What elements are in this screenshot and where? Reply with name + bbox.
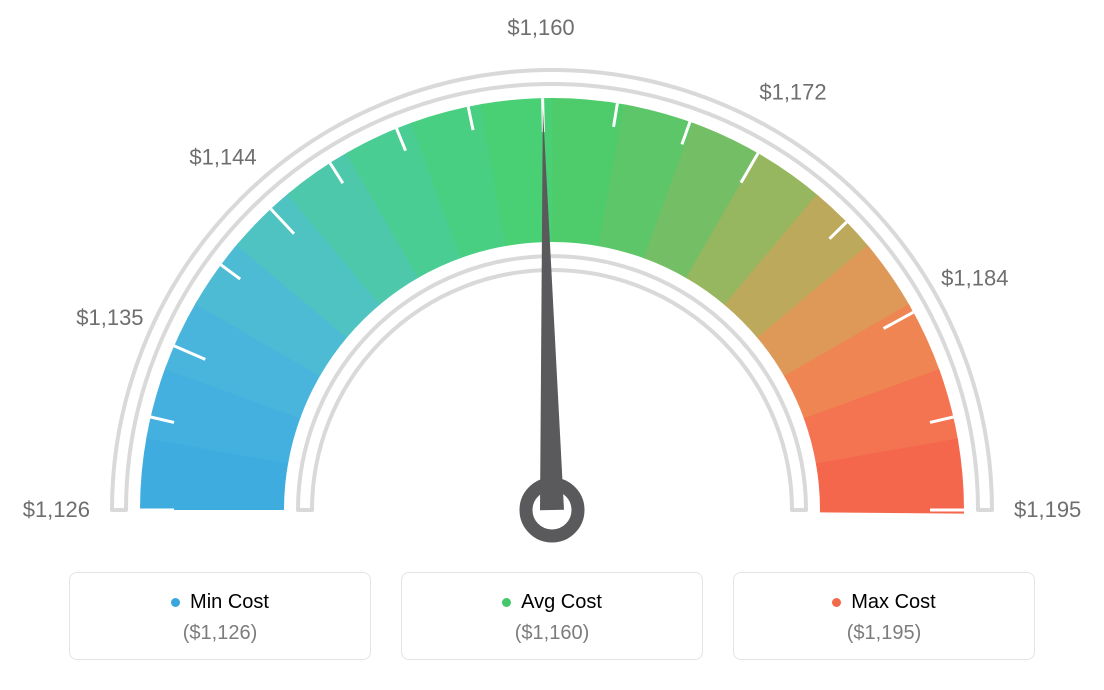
min-cost-value: ($1,126) [70,622,370,645]
max-cost-title: Max Cost [832,591,935,614]
min-cost-title: Min Cost [171,591,269,614]
svg-text:$1,172: $1,172 [759,80,826,105]
max-cost-label: Max Cost [851,591,935,614]
min-cost-label: Min Cost [190,591,269,614]
svg-text:$1,184: $1,184 [941,266,1008,291]
max-cost-value: ($1,195) [734,622,1034,645]
gauge-chart: $1,126 $1,135 $1,144 $1,160 $1,172 $1,184 $1,1… [0,0,1104,690]
svg-text:$1,126: $1,126 [23,497,90,522]
avg-cost-title: Avg Cost [502,591,602,614]
max-dot [832,598,841,607]
svg-text:$1,135: $1,135 [76,305,143,330]
svg-text:$1,160: $1,160 [507,15,574,40]
svg-text:$1,144: $1,144 [189,145,256,170]
max-cost-card: Max Cost ($1,195) [733,572,1035,660]
gauge-svg: $1,126 $1,135 $1,144 $1,160 $1,172 $1,184 $1,1… [0,0,1104,560]
min-dot [171,598,180,607]
svg-text:$1,195: $1,195 [1014,497,1081,522]
avg-dot [502,598,511,607]
min-cost-card: Min Cost ($1,126) [69,572,371,660]
legend-row: Min Cost ($1,126) Avg Cost ($1,160) Max … [69,572,1035,660]
avg-cost-card: Avg Cost ($1,160) [401,572,703,660]
avg-cost-value: ($1,160) [402,622,702,645]
avg-cost-label: Avg Cost [521,591,602,614]
